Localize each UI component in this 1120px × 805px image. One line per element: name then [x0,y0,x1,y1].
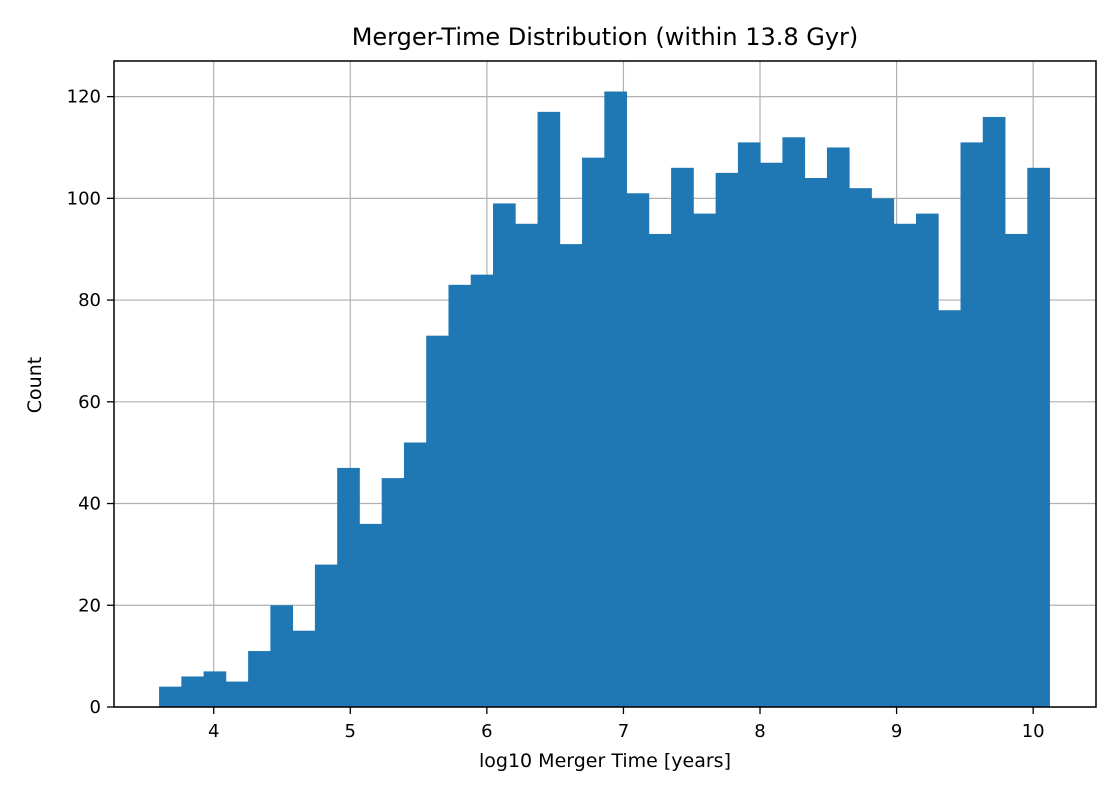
histogram-bar [715,172,739,707]
y-tick-label: 40 [78,494,101,515]
histogram-bar [982,116,1006,707]
histogram-bar [648,233,672,707]
histogram-bar [159,686,182,707]
histogram-bar [493,203,516,707]
histogram-bar [448,284,472,707]
x-tick-label: 9 [891,721,902,742]
y-axis-label: Count [24,357,46,413]
x-tick-label: 6 [481,721,492,742]
histogram-bar [671,167,694,707]
x-tick-label: 8 [754,721,765,742]
y-tick-label: 20 [78,595,101,616]
histogram-bar [737,142,761,707]
histogram-bar [849,188,872,708]
histogram-bar [337,467,360,707]
x-tick-label: 10 [1022,721,1045,742]
histogram-bar [426,335,449,707]
x-tick-label: 7 [618,721,629,742]
y-tick-label: 60 [78,392,101,413]
histogram-bar [537,111,561,707]
histogram-bar [470,274,494,707]
y-tick-label: 120 [67,87,101,108]
y-tick-label: 80 [78,290,101,311]
histogram-bar [292,630,316,707]
histogram-bars [159,91,1050,708]
histogram-bar [626,193,650,708]
histogram-bar [181,676,204,707]
histogram-bar [782,137,806,708]
x-tick-label: 5 [345,721,356,742]
x-tick-label: 4 [208,721,219,742]
x-axis-label: log10 Merger Time [years] [479,750,731,772]
histogram-bar [804,177,828,707]
histogram-bar [604,91,627,708]
histogram-bar [938,310,961,707]
histogram-bar [1005,233,1028,707]
y-tick-label: 100 [67,188,101,209]
histogram-bar [960,142,984,707]
plot-frame [113,60,1097,708]
chart-title: Merger-Time Distribution (within 13.8 Gy… [352,23,859,51]
histogram-bar [582,157,605,707]
histogram-bar [359,523,383,707]
histogram-bar [403,442,427,707]
histogram-bar [270,605,294,707]
histogram-bar [915,213,939,707]
histogram-bar [381,478,405,707]
histogram-bar [225,681,249,707]
histogram-bar [760,162,783,707]
histogram-bar [871,198,895,708]
histogram-bar [693,213,717,707]
y-tick-label: 0 [90,697,101,718]
histogram-bar [559,244,583,707]
histogram-bar [248,651,271,707]
histogram-bar [826,147,850,708]
histogram-bar [1027,167,1050,707]
histogram-bar [893,223,917,707]
histogram-bar [515,223,538,707]
histogram-bar [203,671,227,707]
histogram-bar [314,564,338,707]
